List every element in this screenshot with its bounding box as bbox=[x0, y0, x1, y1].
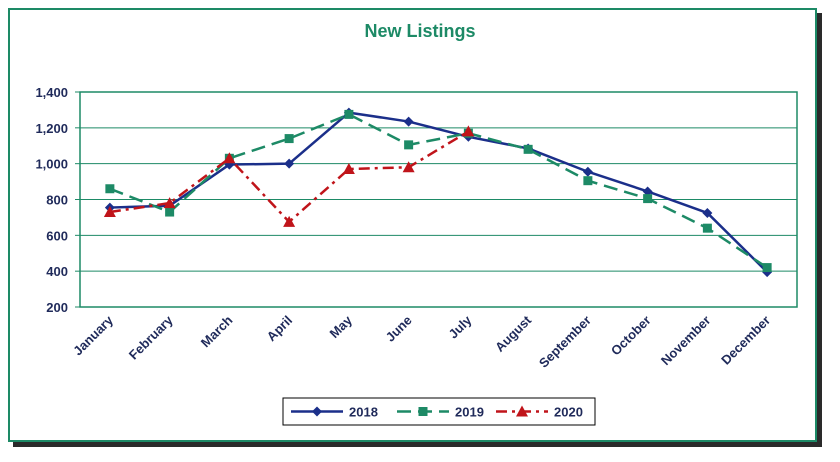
y-tick-label: 400 bbox=[46, 264, 68, 279]
data-point bbox=[283, 215, 296, 227]
data-point bbox=[103, 206, 116, 218]
y-tick-label: 200 bbox=[46, 300, 68, 315]
data-point bbox=[523, 144, 533, 154]
x-tick-label: February bbox=[126, 312, 176, 362]
x-tick-label: November bbox=[658, 313, 714, 369]
legend-marker bbox=[516, 405, 528, 417]
data-point bbox=[643, 194, 653, 204]
legend-item-2020: 2020 bbox=[496, 405, 583, 420]
legend-label: 2019 bbox=[455, 405, 484, 420]
data-point bbox=[165, 207, 175, 217]
series-line bbox=[109, 111, 769, 273]
legend-marker bbox=[312, 406, 322, 417]
data-point bbox=[702, 207, 713, 218]
data-point bbox=[342, 163, 355, 175]
data-point bbox=[344, 109, 354, 119]
data-point bbox=[105, 184, 115, 194]
data-point bbox=[223, 152, 236, 164]
x-tick-label: September bbox=[536, 313, 594, 371]
data-point bbox=[404, 140, 414, 150]
y-tick-label: 1,400 bbox=[35, 85, 68, 100]
data-point bbox=[762, 263, 772, 273]
legend-marker bbox=[418, 407, 428, 416]
data-point bbox=[402, 161, 415, 173]
data-point bbox=[462, 125, 475, 137]
y-tick-label: 800 bbox=[46, 193, 68, 208]
data-point bbox=[583, 176, 593, 186]
x-tick-label: March bbox=[198, 312, 236, 350]
data-point bbox=[702, 223, 712, 233]
x-tick-label: October bbox=[608, 313, 654, 359]
legend-label: 2018 bbox=[349, 405, 378, 420]
x-tick-label: April bbox=[264, 313, 296, 345]
x-tick-label: December bbox=[718, 313, 773, 368]
data-point bbox=[403, 116, 414, 127]
x-tick-label: July bbox=[445, 312, 475, 342]
data-point bbox=[582, 166, 593, 177]
series-2020 bbox=[103, 125, 475, 227]
data-point bbox=[284, 158, 295, 169]
data-point bbox=[163, 197, 176, 209]
x-tick-label: June bbox=[383, 313, 415, 345]
data-point bbox=[284, 134, 294, 144]
legend-label: 2020 bbox=[554, 405, 583, 420]
legend-item-2018: 2018 bbox=[291, 405, 378, 420]
legend-item-2019: 2019 bbox=[397, 405, 484, 420]
data-point bbox=[642, 186, 653, 197]
chart-title: New Listings bbox=[364, 21, 476, 41]
x-tick-label: May bbox=[327, 312, 356, 341]
y-tick-label: 1,000 bbox=[35, 157, 68, 172]
y-tick-label: 600 bbox=[46, 228, 68, 243]
x-tick-label: August bbox=[492, 312, 535, 355]
x-tick-label: January bbox=[70, 312, 116, 358]
y-tick-label: 1,200 bbox=[35, 121, 68, 136]
